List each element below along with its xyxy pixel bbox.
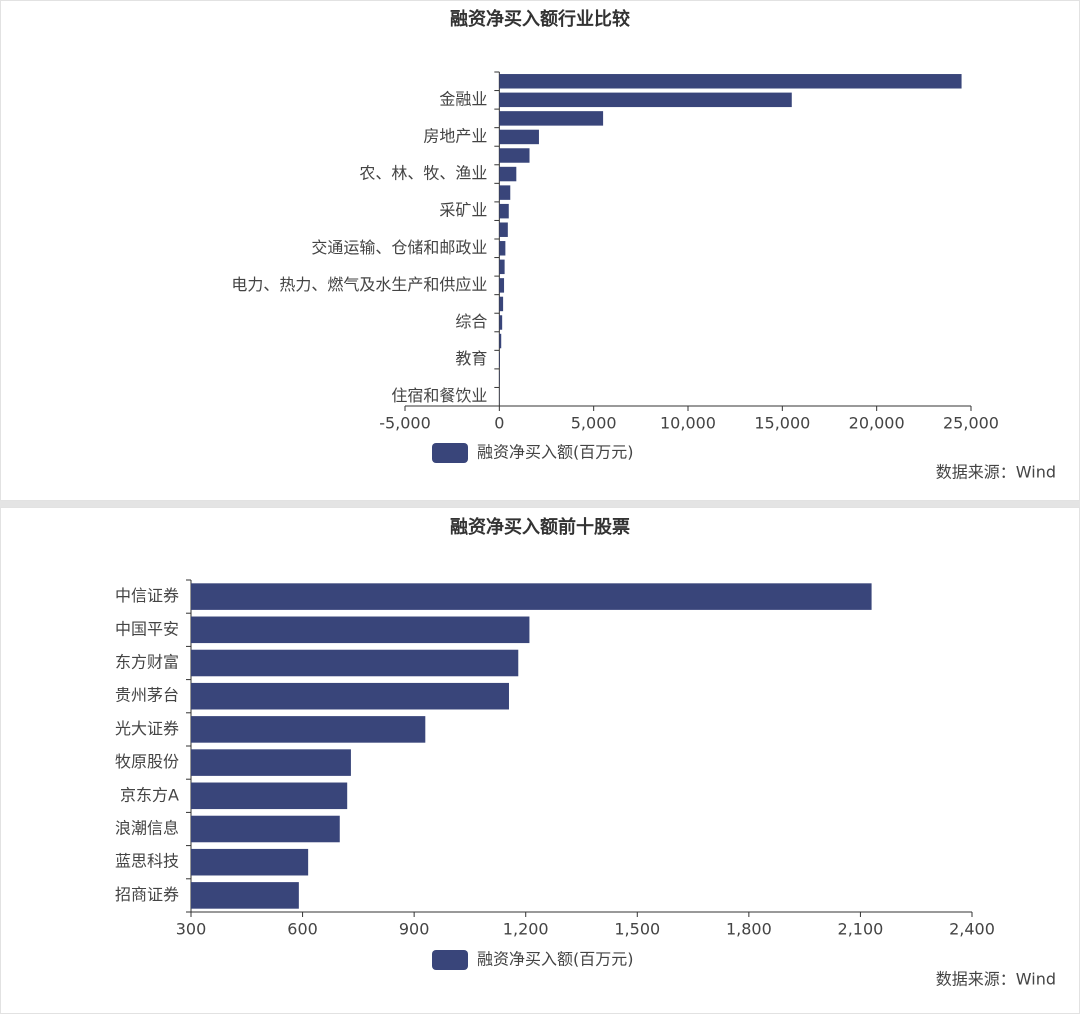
chart-title: 融资净买入额行业比较 bbox=[450, 8, 630, 30]
bar bbox=[499, 74, 962, 89]
x-tick-label: 5,000 bbox=[571, 414, 617, 433]
x-tick-label: 25,000 bbox=[943, 414, 999, 433]
y-tick-label: 金融业 bbox=[439, 89, 487, 108]
y-tick-label: 住宿和餐饮业 bbox=[391, 386, 487, 405]
bar bbox=[499, 352, 500, 367]
bar bbox=[191, 749, 351, 776]
bar bbox=[499, 222, 508, 237]
bar bbox=[191, 882, 299, 909]
x-tick-label: 0 bbox=[494, 414, 504, 433]
y-tick-label: 交通运输、仓储和邮政业 bbox=[311, 238, 487, 257]
x-tick-label: 20,000 bbox=[849, 414, 905, 433]
legend-swatch bbox=[432, 950, 468, 970]
y-tick-label: 招商证券 bbox=[115, 885, 179, 904]
bar bbox=[499, 185, 511, 200]
bar bbox=[191, 649, 519, 677]
bar bbox=[499, 92, 792, 108]
x-tick-label: 1,800 bbox=[726, 920, 772, 939]
y-tick-label: 综合 bbox=[455, 312, 487, 331]
chart-title: 融资净买入额前十股票 bbox=[450, 516, 630, 538]
y-tick-label: 蓝思科技 bbox=[115, 852, 179, 871]
bar bbox=[499, 241, 506, 256]
bar bbox=[499, 203, 509, 219]
bar bbox=[191, 716, 426, 743]
bar bbox=[191, 848, 309, 876]
bar bbox=[499, 259, 505, 275]
x-tick-label: 1,200 bbox=[503, 920, 549, 939]
bar bbox=[499, 111, 604, 126]
bar bbox=[191, 616, 530, 644]
y-tick-label: 牧原股份 bbox=[115, 752, 179, 771]
y-tick-label: 京东方A bbox=[120, 785, 179, 804]
y-tick-label: 房地产业 bbox=[423, 126, 487, 145]
x-tick-label: 1,500 bbox=[614, 920, 660, 939]
bar bbox=[499, 278, 505, 293]
y-tick-label: 采矿业 bbox=[439, 201, 487, 220]
bar bbox=[499, 148, 530, 163]
y-tick-label: 中国平安 bbox=[115, 619, 179, 638]
x-tick-label: 2,100 bbox=[838, 920, 884, 939]
x-tick-label: -5,000 bbox=[379, 414, 431, 433]
bar bbox=[191, 815, 340, 843]
y-tick-label: 中信证券 bbox=[115, 586, 179, 605]
y-tick-label: 贵州茅台 bbox=[115, 686, 179, 705]
x-tick-label: 2,400 bbox=[949, 920, 995, 939]
legend-label: 融资净买入额(百万元) bbox=[477, 443, 634, 462]
y-tick-label: 农、林、牧、渔业 bbox=[359, 164, 487, 183]
y-tick-label: 东方财富 bbox=[115, 653, 179, 672]
bar bbox=[499, 296, 504, 312]
separator bbox=[0, 501, 1080, 507]
bar bbox=[499, 315, 503, 330]
y-tick-label: 光大证券 bbox=[115, 719, 179, 738]
bar bbox=[191, 583, 872, 610]
x-tick-label: 900 bbox=[399, 920, 430, 939]
bar bbox=[499, 333, 502, 349]
x-tick-label: 10,000 bbox=[660, 414, 716, 433]
y-tick-label: 电力、热力、燃气及水生产和供应业 bbox=[231, 275, 487, 294]
bar bbox=[499, 166, 517, 182]
x-tick-label: 600 bbox=[287, 920, 318, 939]
y-tick-label: 浪潮信息 bbox=[115, 819, 179, 838]
bar bbox=[191, 782, 348, 810]
x-tick-label: 300 bbox=[176, 920, 207, 939]
y-tick-label: 教育 bbox=[455, 349, 487, 368]
legend-label: 融资净买入额(百万元) bbox=[477, 950, 634, 969]
legend-swatch bbox=[432, 443, 468, 463]
source-note: 数据来源：Wind bbox=[936, 463, 1056, 482]
x-tick-label: 15,000 bbox=[754, 414, 810, 433]
bar bbox=[499, 129, 539, 145]
source-note: 数据来源：Wind bbox=[936, 970, 1056, 989]
bar bbox=[191, 682, 509, 710]
